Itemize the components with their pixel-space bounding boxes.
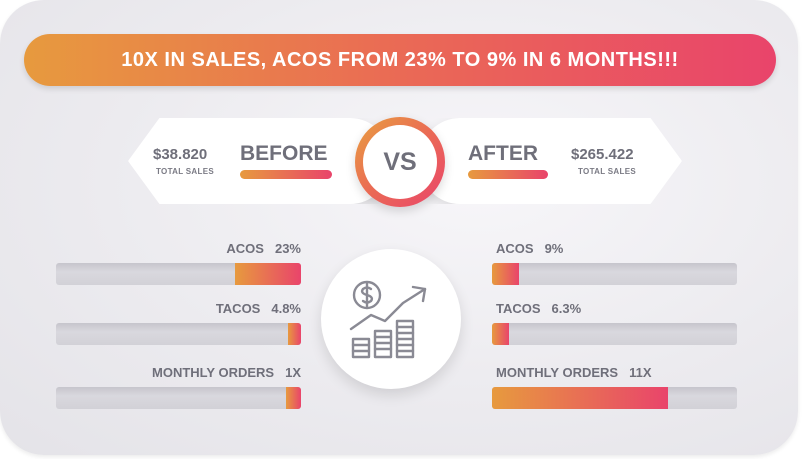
after-metric-label: MONTHLY ORDERS 11X xyxy=(496,365,652,380)
after-total-sales-caption: TOTAL SALES xyxy=(578,167,636,176)
vs-text: VS xyxy=(383,147,417,176)
after-metric-bar-fill xyxy=(492,323,510,345)
before-metric-value: 1X xyxy=(285,365,301,380)
before-metric-bar-fill xyxy=(287,323,301,345)
before-metric-name: TACOS xyxy=(215,301,261,316)
growth-icon-circle xyxy=(321,249,461,389)
headline-banner: 10X IN SALES, ACOS FROM 23% TO 9% IN 6 M… xyxy=(24,34,776,86)
after-metric-label: ACOS 9% xyxy=(496,241,563,256)
before-metric-bar-fill xyxy=(286,387,301,409)
after-metric-value: 9% xyxy=(544,241,564,256)
after-metric-value: 11X xyxy=(629,365,652,380)
before-metric-label: MONTHLY ORDERS 1X xyxy=(152,365,301,380)
after-metric-value: 6.3% xyxy=(551,301,582,316)
after-metric-bar xyxy=(492,263,737,285)
after-metric-name: MONTHLY ORDERS xyxy=(496,365,619,380)
headline-text: 10X IN SALES, ACOS FROM 23% TO 9% IN 6 M… xyxy=(121,48,679,71)
before-metric-label: ACOS 23% xyxy=(226,241,301,256)
after-panel xyxy=(420,118,682,204)
before-total-sales-caption: TOTAL SALES xyxy=(156,167,214,176)
before-underline xyxy=(240,170,332,179)
after-metric-bar-fill xyxy=(492,387,669,409)
after-metric-bar xyxy=(492,387,737,409)
before-metric-name: MONTHLY ORDERS xyxy=(152,365,275,380)
sales-growth-icon xyxy=(349,280,427,359)
after-label: AFTER xyxy=(468,142,538,165)
after-metric-label: TACOS 6.3% xyxy=(496,301,581,316)
after-metric-bar xyxy=(492,323,737,345)
before-label: BEFORE xyxy=(240,142,328,165)
before-metric-name: ACOS xyxy=(226,241,264,256)
vs-badge: VS xyxy=(355,117,445,207)
after-underline xyxy=(468,170,548,179)
after-metric-name: ACOS xyxy=(496,241,534,256)
before-metric-label: TACOS 4.8% xyxy=(216,301,301,316)
after-metric-bar-fill xyxy=(492,263,519,285)
before-metric-bar xyxy=(56,263,301,285)
before-metric-value: 23% xyxy=(274,241,301,256)
after-metric-name: TACOS xyxy=(496,301,541,316)
before-metric-bar-fill xyxy=(234,263,301,285)
before-panel xyxy=(128,118,390,204)
before-total-sales: $38.820 xyxy=(153,146,208,163)
before-metric-bar xyxy=(56,323,301,345)
after-total-sales: $265.422 xyxy=(571,146,634,163)
before-metric-bar xyxy=(56,387,301,409)
before-metric-value: 4.8% xyxy=(271,301,301,316)
